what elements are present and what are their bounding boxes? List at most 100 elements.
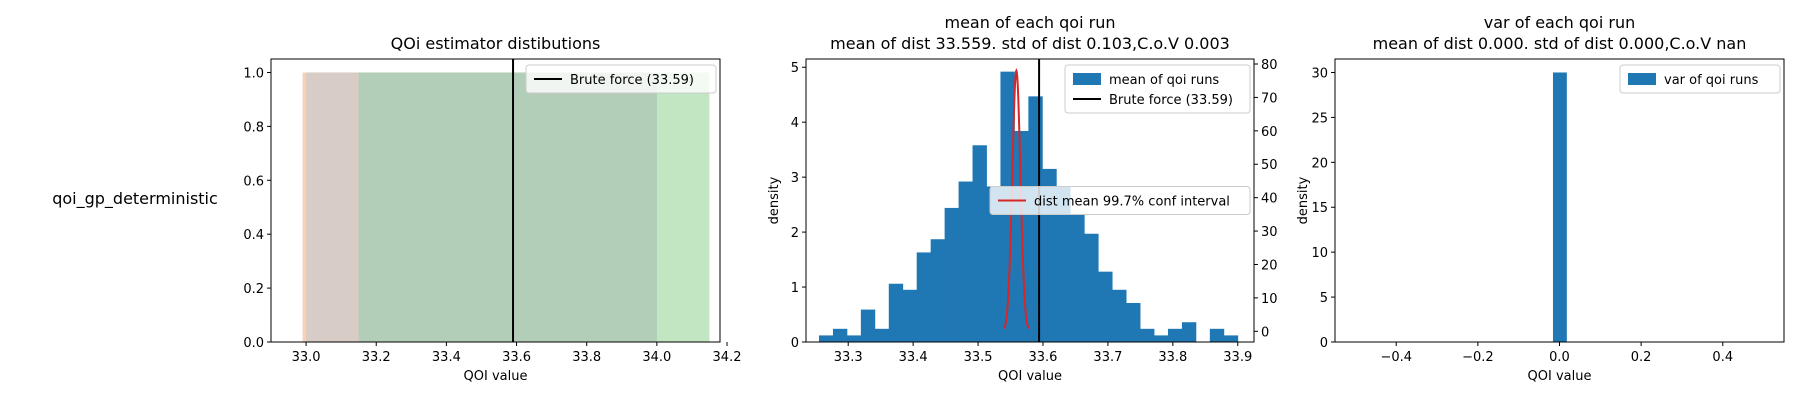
histogram-bar bbox=[1140, 328, 1155, 342]
histogram-bar bbox=[1209, 328, 1225, 342]
legend-box bbox=[989, 186, 1251, 215]
y-tick-label: 10 bbox=[1311, 246, 1328, 261]
histogram-bar bbox=[1070, 213, 1085, 342]
y-tick-label: 0.2 bbox=[243, 282, 264, 297]
confidence-interval-curve bbox=[1003, 68, 1030, 330]
secondary-y-tick-label: 20 bbox=[1261, 258, 1278, 273]
legend-patch-swatch bbox=[1073, 73, 1101, 85]
estimator-span-1 bbox=[358, 72, 710, 342]
y-tick-label: 0 bbox=[1320, 336, 1328, 351]
x-tick-label: 0.0 bbox=[1549, 350, 1570, 365]
x-tick-label: 33.8 bbox=[1158, 350, 1187, 365]
y-axis-label: density bbox=[767, 176, 782, 224]
panel-var-of-runs: −0.4 −0.2 0.0 0.2 0.4 0 5 10 15 20 25 30 QOI value de… bbox=[1296, 13, 1785, 384]
histogram-bar bbox=[888, 283, 904, 342]
legend-entry-label: mean of qoi runs bbox=[1109, 73, 1219, 88]
chart-title-line: mean of each qoi run bbox=[945, 13, 1116, 32]
x-tick-label: 33.8 bbox=[572, 350, 601, 365]
secondary-y-tick-label: 0 bbox=[1261, 325, 1269, 340]
histogram-bar bbox=[1028, 96, 1043, 342]
y-tick-label: 3 bbox=[791, 171, 799, 186]
histogram-bar bbox=[1056, 186, 1071, 342]
histogram-bar bbox=[1167, 328, 1183, 342]
panel-estimator-distributions: 33.0 33.2 33.4 33.6 33.8 34.0 34.2 0.0 0.2 0.4 0.6… bbox=[243, 34, 741, 384]
plot-area bbox=[1552, 72, 1567, 342]
x-tick-label: 0.4 bbox=[1712, 350, 1733, 365]
panel-mean-of-runs: 33.3 33.4 33.5 33.6 33.7 33.8 33.9012345010203… bbox=[767, 13, 1278, 384]
x-tick-label: 34.2 bbox=[713, 350, 742, 365]
secondary-y-tick-label: 50 bbox=[1261, 158, 1278, 173]
y-tick-label: 0.0 bbox=[243, 336, 264, 351]
plot-area bbox=[302, 59, 710, 342]
axes-frame bbox=[270, 58, 721, 343]
secondary-y-tick-label: 80 bbox=[1261, 58, 1278, 73]
histogram-bar bbox=[832, 328, 848, 342]
axes-frame bbox=[805, 58, 1255, 343]
x-tick-label: 0.2 bbox=[1631, 350, 1652, 365]
histogram-bar bbox=[1126, 302, 1141, 342]
chart-title-line: mean of dist 33.559. std of dist 0.103,C… bbox=[830, 34, 1230, 53]
estimator-span-2 bbox=[306, 72, 657, 342]
y-tick-label: 5 bbox=[791, 61, 799, 76]
histogram-bar bbox=[944, 207, 959, 342]
secondary-y-tick-label: 30 bbox=[1261, 225, 1278, 240]
y-axis-label: density bbox=[1296, 176, 1311, 224]
legend-patch-swatch bbox=[1628, 73, 1656, 85]
legend-box bbox=[1064, 64, 1251, 114]
legend-entry-label: var of qoi runs bbox=[1664, 73, 1759, 88]
y-tick-label: 2 bbox=[791, 226, 799, 241]
x-tick-label: 33.4 bbox=[899, 350, 928, 365]
histogram-bar bbox=[846, 335, 862, 342]
chart-title-line: QOi estimator distibutions bbox=[391, 34, 601, 53]
histogram-bar bbox=[1552, 72, 1567, 342]
x-tick-label: 33.9 bbox=[1223, 350, 1252, 365]
x-tick-label: 33.4 bbox=[432, 350, 461, 365]
y-tick-label: 1 bbox=[791, 281, 799, 296]
histogram-bar bbox=[986, 186, 1001, 342]
chart-title-line: mean of dist 0.000. std of dist 0.000,C.… bbox=[1373, 34, 1747, 53]
y-tick-label: 5 bbox=[1320, 291, 1328, 306]
histogram-bar bbox=[930, 239, 946, 342]
histogram-bar bbox=[1154, 335, 1169, 342]
histogram-bar bbox=[902, 289, 918, 342]
chart-title-line: var of each qoi run bbox=[1484, 13, 1635, 32]
row-label: qoi_gp_deterministic bbox=[52, 189, 218, 209]
histogram-bar bbox=[1112, 289, 1127, 342]
histogram-bar bbox=[916, 252, 932, 342]
x-tick-label: 33.3 bbox=[834, 350, 863, 365]
legend-box bbox=[525, 64, 717, 94]
x-tick-label: −0.4 bbox=[1380, 350, 1412, 365]
histogram-bar bbox=[818, 335, 834, 342]
x-tick-label: 33.6 bbox=[1029, 350, 1058, 365]
secondary-y-tick-label: 40 bbox=[1261, 192, 1278, 207]
histogram-bar bbox=[1181, 322, 1197, 342]
x-axis-label: QOI value bbox=[464, 369, 528, 384]
y-tick-label: 30 bbox=[1311, 66, 1328, 81]
y-tick-label: 0.4 bbox=[243, 228, 264, 243]
x-tick-label: 34.0 bbox=[642, 350, 671, 365]
secondary-y-tick-label: 70 bbox=[1261, 91, 1278, 106]
legend-entry-label: Brute force (33.59) bbox=[570, 73, 694, 88]
histogram-bar bbox=[874, 328, 890, 342]
histogram-bar bbox=[958, 181, 973, 342]
histogram-bar bbox=[1223, 335, 1239, 342]
y-tick-label: 1.0 bbox=[243, 66, 264, 81]
legend-entry-label: dist mean 99.7% conf interval bbox=[1034, 195, 1230, 210]
histogram-bar bbox=[1098, 271, 1113, 342]
secondary-y-tick-label: 10 bbox=[1261, 292, 1278, 307]
x-tick-label: 33.5 bbox=[964, 350, 993, 365]
x-tick-label: 33.7 bbox=[1093, 350, 1122, 365]
x-tick-label: −0.2 bbox=[1462, 350, 1494, 365]
histogram-bar bbox=[860, 309, 876, 342]
legend-entry-label: Brute force (33.59) bbox=[1109, 93, 1233, 108]
x-tick-label: 33.2 bbox=[362, 350, 391, 365]
x-axis-label: QOI value bbox=[998, 369, 1062, 384]
y-tick-label: 0 bbox=[791, 336, 799, 351]
y-tick-label: 20 bbox=[1311, 156, 1328, 171]
histogram-bar bbox=[1084, 233, 1099, 342]
y-tick-label: 25 bbox=[1311, 111, 1328, 126]
legend-box bbox=[1619, 64, 1781, 94]
secondary-y-tick-label: 60 bbox=[1261, 125, 1278, 140]
